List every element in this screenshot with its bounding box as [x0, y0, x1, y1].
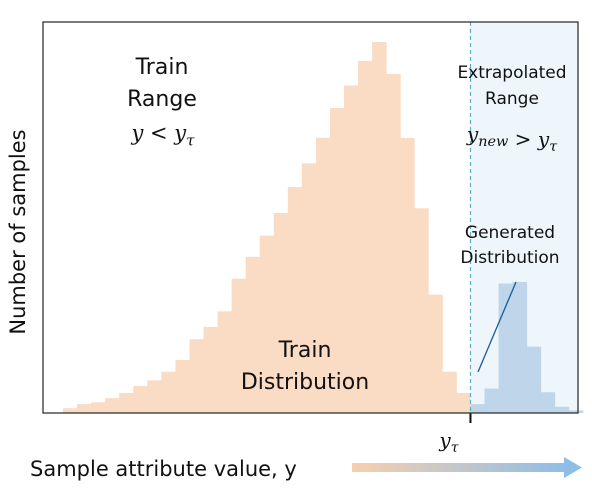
train-bar-24 — [386, 73, 401, 413]
train-bar-2 — [77, 404, 92, 413]
generated-bar-31 — [484, 388, 499, 413]
x-axis-label: Sample attribute value, y — [30, 457, 297, 481]
generated-bar-35 — [540, 392, 556, 413]
extrapolated-range-math: ynew > yτ — [466, 122, 558, 155]
train-bar-18 — [301, 163, 317, 413]
x-axis-gradient-arrow-head — [564, 457, 582, 478]
generated-bar-32 — [498, 283, 514, 413]
train-bar-11 — [203, 326, 218, 413]
train-bar-25 — [400, 138, 415, 414]
train-bar-10 — [189, 339, 204, 413]
train-bar-28 — [442, 371, 457, 413]
generated-bar-37 — [568, 410, 584, 413]
bars-group — [63, 42, 584, 414]
generated-bar-36 — [554, 406, 570, 413]
train-range-label-line1: Train — [135, 55, 189, 80]
plot-frame — [42, 21, 579, 414]
threshold-tick-label: yτ — [438, 428, 459, 456]
train-bar-29 — [456, 392, 471, 413]
train-bar-26 — [414, 208, 429, 413]
train-bar-19 — [315, 137, 331, 413]
y-axis-label: Number of samples — [6, 129, 30, 334]
train-bar-14 — [245, 256, 261, 413]
generated-pointer-line — [477, 281, 517, 373]
train-bar-7 — [147, 380, 162, 413]
generated-bar-34 — [526, 346, 542, 413]
train-bar-1 — [63, 408, 78, 413]
train-bar-16 — [273, 213, 289, 413]
extrapolated-range-label-line1: Extrapolated — [457, 63, 566, 83]
train-distribution-label-line1: Train — [278, 338, 332, 363]
train-range-math: y < yτ — [130, 121, 195, 149]
train-bar-6 — [133, 385, 148, 413]
train-bar-15 — [259, 235, 275, 413]
train-bar-21 — [344, 85, 359, 414]
train-bar-4 — [105, 398, 120, 413]
train-distribution-label-line2: Distribution — [241, 370, 369, 395]
extrapolated-range-label-line2: Range — [485, 89, 539, 109]
train-bar-27 — [428, 294, 443, 413]
generated-bar-30 — [470, 404, 485, 413]
generated-distribution-label-line2: Distribution — [460, 248, 559, 268]
train-bar-22 — [358, 60, 373, 414]
train-bar-5 — [119, 392, 134, 413]
train-bar-23 — [372, 42, 387, 413]
x-axis-gradient-arrow-shaft — [352, 463, 566, 472]
train-bar-8 — [161, 371, 176, 413]
train-bar-9 — [175, 359, 190, 413]
train-bar-20 — [329, 108, 345, 414]
train-range-label-line2: Range — [127, 87, 197, 112]
generated-bar-33 — [512, 282, 528, 413]
train-bar-12 — [217, 311, 233, 413]
train-bar-3 — [91, 402, 106, 413]
train-bar-17 — [287, 187, 303, 413]
generated-distribution-label-line1: Generated — [465, 223, 555, 243]
train-bar-13 — [231, 278, 247, 413]
